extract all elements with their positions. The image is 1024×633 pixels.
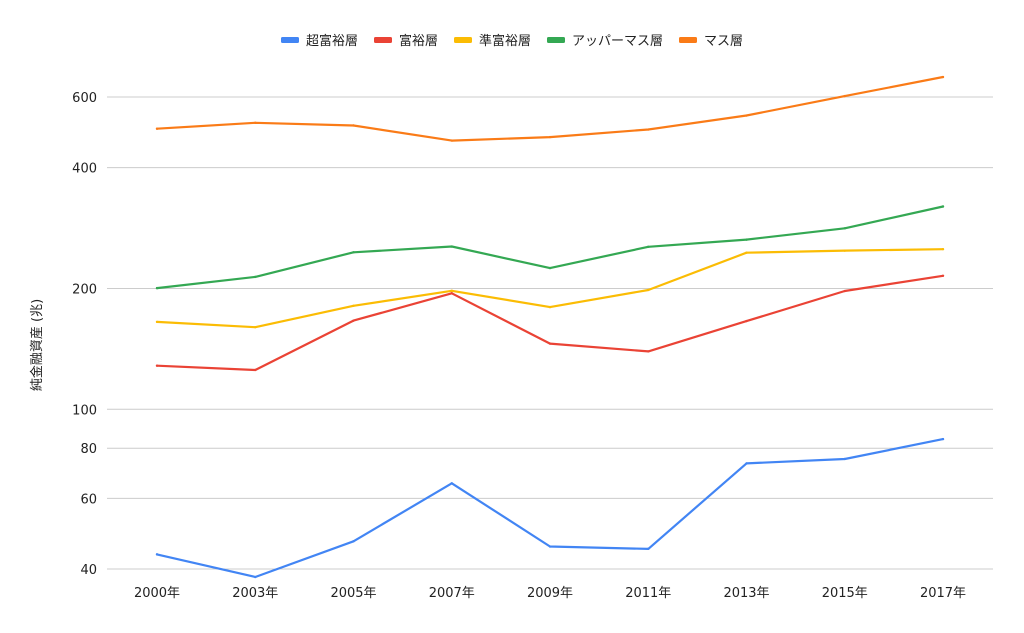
data-point <box>647 288 650 292</box>
legend-item: 超富裕層 <box>281 33 358 49</box>
legend-item: アッパーマス層 <box>547 34 663 49</box>
data-point <box>450 289 453 292</box>
data-point <box>647 547 650 551</box>
y-tick-label: 400 <box>72 162 97 177</box>
legend-label: マス層 <box>704 34 743 49</box>
data-point <box>843 227 846 230</box>
data-point <box>548 545 552 548</box>
x-axis-ticks: 2000年 2003年 2005年 2007年 2009年 2011年 2013年 2015年… <box>134 586 966 601</box>
x-tick-label: 2011年 <box>625 586 671 601</box>
legend-swatch <box>374 37 392 43</box>
data-point <box>155 286 159 290</box>
data-point <box>155 364 159 367</box>
data-point <box>254 368 257 372</box>
data-point <box>254 121 257 124</box>
y-tick-label: 40 <box>80 563 97 578</box>
data-point <box>254 325 257 329</box>
x-tick-label: 2015年 <box>822 586 868 601</box>
x-tick-label: 2013年 <box>723 586 769 601</box>
legend-swatch <box>281 37 299 43</box>
data-point <box>450 139 453 142</box>
series-group <box>155 205 945 290</box>
legend-label: アッパーマス層 <box>572 34 663 49</box>
x-tick-label: 2009年 <box>527 586 573 601</box>
data-point <box>352 251 355 254</box>
data-point <box>450 245 453 248</box>
data-point <box>352 304 355 307</box>
series-line <box>155 205 945 290</box>
legend-label: 富裕層 <box>399 33 438 49</box>
data-point <box>352 319 355 322</box>
x-tick-label: 2003年 <box>232 586 278 601</box>
data-point <box>548 342 552 345</box>
data-point <box>941 247 945 251</box>
data-point <box>450 482 453 485</box>
data-point <box>647 350 650 353</box>
y-tick-label: 80 <box>80 442 97 457</box>
x-tick-label: 2005年 <box>330 586 376 601</box>
legend-label: 準富裕層 <box>479 33 531 49</box>
y-axis-title: 純金融資産 (兆) <box>29 299 45 391</box>
x-tick-label: 2007年 <box>429 586 475 601</box>
series-group <box>155 274 945 372</box>
data-point <box>548 135 552 139</box>
legend-swatch <box>679 37 697 43</box>
y-tick-label: 200 <box>72 282 97 297</box>
data-point <box>548 266 552 270</box>
legend-label: 超富裕層 <box>306 33 358 49</box>
series-line <box>155 438 945 579</box>
data-point <box>843 94 846 98</box>
data-point <box>941 75 945 79</box>
legend-item: 富裕層 <box>374 33 438 49</box>
gridlines <box>107 96 993 570</box>
data-point <box>647 245 650 249</box>
data-point <box>254 575 257 579</box>
data-point <box>745 251 748 254</box>
series-group <box>155 437 945 579</box>
data-point <box>352 540 355 543</box>
x-tick-label: 2017年 <box>920 586 966 601</box>
data-point <box>155 127 159 130</box>
x-tick-label: 2000年 <box>134 586 180 601</box>
y-axis-ticks: 40 60 80 100 200 400 600 <box>72 91 97 578</box>
series-line <box>155 75 945 142</box>
legend: 超富裕層 富裕層 準富裕層 アッパーマス層 マス層 <box>281 33 743 49</box>
series-lines <box>155 75 945 579</box>
y-tick-label: 600 <box>72 91 97 106</box>
y-tick-label: 60 <box>80 492 97 507</box>
series-group <box>155 75 945 142</box>
legend-item: マス層 <box>679 34 743 49</box>
data-point <box>843 289 846 293</box>
data-point <box>941 274 945 277</box>
legend-swatch <box>454 37 472 43</box>
data-point <box>941 205 945 208</box>
data-point <box>155 553 159 556</box>
data-point <box>941 437 945 441</box>
y-tick-label: 100 <box>72 403 97 418</box>
series-group <box>155 247 945 329</box>
legend-swatch <box>547 37 565 43</box>
data-point <box>745 238 748 241</box>
data-point <box>352 124 355 127</box>
data-point <box>254 275 257 279</box>
data-point <box>548 305 552 309</box>
data-point <box>843 249 846 252</box>
data-point <box>647 128 650 131</box>
data-point <box>450 292 453 295</box>
data-point <box>745 114 748 117</box>
data-point <box>745 319 748 323</box>
legend-item: 準富裕層 <box>454 33 531 49</box>
data-point <box>843 457 846 461</box>
data-point <box>155 320 159 324</box>
data-point <box>745 462 748 465</box>
